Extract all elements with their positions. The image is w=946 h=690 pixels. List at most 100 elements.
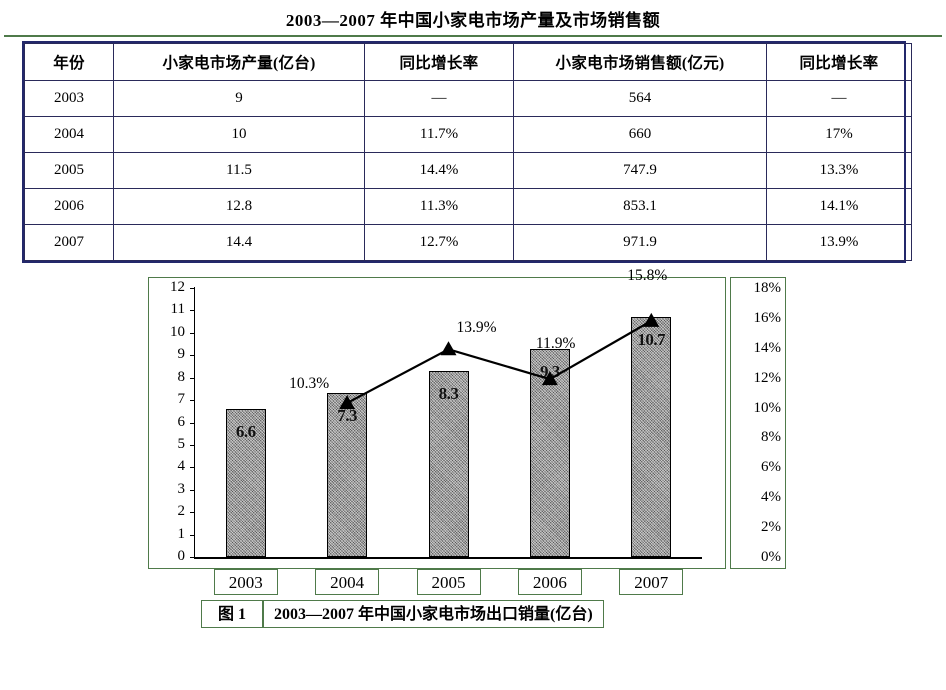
cell-growth1: 12.7% bbox=[364, 224, 514, 261]
chart-bar: 10.7 bbox=[631, 317, 672, 557]
y-axis-tick-label: 6 bbox=[177, 413, 186, 430]
y2-axis-tick-label: 2% bbox=[761, 519, 781, 536]
chart-bar: 6.6 bbox=[225, 409, 266, 557]
cell-growth1: — bbox=[364, 80, 514, 117]
cell-growth2: 13.3% bbox=[766, 152, 912, 189]
y-axis-tick bbox=[190, 400, 195, 402]
y-axis-tick-label: 2 bbox=[177, 503, 186, 520]
table-header-output: 小家电市场产量(亿台) bbox=[113, 43, 365, 81]
cell-sales: 564 bbox=[513, 80, 767, 117]
table-header-growth1: 同比增长率 bbox=[364, 43, 514, 81]
y2-axis-tick-label: 12% bbox=[753, 369, 782, 386]
data-table-container: 年份 小家电市场产量(亿台) 同比增长率 小家电市场销售额(亿元) 同比增长率 … bbox=[22, 41, 912, 263]
y-axis-tick bbox=[190, 332, 195, 334]
table-row: 2004 10 11.7% 660 17% bbox=[24, 116, 912, 153]
x-axis-label-2007: 2007 bbox=[619, 569, 684, 595]
chart-bar: 8.3 bbox=[428, 370, 469, 557]
cell-sales: 747.9 bbox=[513, 152, 767, 189]
cell-growth1: 11.3% bbox=[364, 188, 514, 225]
cell-output: 11.5 bbox=[113, 152, 365, 189]
y-axis-tick bbox=[190, 377, 195, 379]
y2-axis-tick-label: 4% bbox=[761, 489, 781, 506]
growth-rate-label: 15.8% bbox=[627, 266, 668, 284]
chart-bar: 7.3 bbox=[327, 393, 368, 557]
table-header-sales: 小家电市场销售额(亿元) bbox=[513, 43, 767, 81]
y-axis-tick-label: 5 bbox=[177, 435, 186, 452]
bar-value-label: 9.3 bbox=[540, 361, 560, 381]
cell-output: 12.8 bbox=[113, 188, 365, 225]
cell-year: 2006 bbox=[24, 188, 114, 225]
y2-axis-tick-label: 10% bbox=[753, 399, 782, 416]
growth-rate-label: 13.9% bbox=[456, 319, 497, 337]
bar-value-label: 8.3 bbox=[438, 383, 459, 403]
page-title: 2003—2007 年中国小家电市场产量及市场销售额 bbox=[285, 11, 661, 30]
y-axis-tick bbox=[190, 512, 195, 514]
cell-growth2: 13.9% bbox=[766, 224, 912, 261]
cell-sales: 853.1 bbox=[513, 188, 767, 225]
cell-sales: 971.9 bbox=[513, 224, 767, 261]
table-header-growth2: 同比增长率 bbox=[766, 43, 912, 81]
growth-rate-label: 11.9% bbox=[535, 335, 576, 353]
cell-output: 10 bbox=[113, 116, 365, 153]
y-axis-tick-label: 3 bbox=[177, 480, 186, 497]
cell-growth1: 14.4% bbox=[364, 152, 514, 189]
x-axis-line bbox=[194, 557, 702, 559]
cell-output: 9 bbox=[113, 80, 365, 117]
cell-sales: 660 bbox=[513, 116, 767, 153]
figure-number: 图 1 bbox=[201, 600, 263, 628]
x-axis-label-2005: 2005 bbox=[416, 569, 481, 595]
y-axis-tick-label: 0 bbox=[177, 548, 186, 564]
table-row: 2006 12.8 11.3% 853.1 14.1% bbox=[24, 188, 912, 225]
cell-growth2: — bbox=[766, 80, 912, 117]
bar-value-label: 10.7 bbox=[637, 330, 666, 350]
y2-axis-tick-label: 16% bbox=[753, 309, 782, 326]
y-axis-tick bbox=[190, 422, 195, 424]
cell-growth2: 17% bbox=[766, 116, 912, 153]
y-axis-tick-label: 1 bbox=[177, 525, 186, 542]
y-axis-tick bbox=[190, 355, 195, 357]
cell-output: 14.4 bbox=[113, 224, 365, 261]
table-header-row: 年份 小家电市场产量(亿台) 同比增长率 小家电市场销售额(亿元) 同比增长率 bbox=[24, 43, 912, 81]
bar-value-label: 7.3 bbox=[337, 406, 357, 426]
secondary-y-axis: 0% 2% 4% 6% 8% 10% 12% 14% 16% 18% bbox=[730, 277, 786, 569]
y-axis-tick-label: 10 bbox=[170, 323, 185, 340]
cell-year: 2007 bbox=[24, 224, 114, 261]
table-row: 2003 9 — 564 — bbox=[24, 80, 912, 117]
y2-axis-tick-label: 6% bbox=[761, 459, 781, 476]
y-axis-tick-label: 8 bbox=[177, 368, 186, 385]
x-axis-label-2004: 2004 bbox=[315, 569, 380, 595]
table-header-year: 年份 bbox=[24, 43, 114, 81]
y-axis-tick-label: 9 bbox=[177, 346, 186, 363]
y-axis-tick-label: 7 bbox=[177, 391, 186, 408]
cell-year: 2004 bbox=[24, 116, 114, 153]
y2-axis-tick-label: 18% bbox=[753, 280, 782, 296]
y2-axis-tick-label: 0% bbox=[761, 549, 781, 565]
cell-growth2: 14.1% bbox=[766, 188, 912, 225]
y2-axis-tick-label: 14% bbox=[753, 339, 782, 356]
x-axis-label-2006: 2006 bbox=[517, 569, 582, 595]
bar-value-label: 6.6 bbox=[235, 422, 256, 442]
y-axis-tick bbox=[190, 310, 195, 312]
y2-axis-tick-label: 8% bbox=[761, 429, 781, 446]
y-axis-tick bbox=[190, 489, 195, 491]
table-row: 2007 14.4 12.7% 971.9 13.9% bbox=[24, 224, 912, 261]
cell-year: 2005 bbox=[24, 152, 114, 189]
cell-year: 2003 bbox=[24, 80, 114, 117]
table-row: 2005 11.5 14.4% 747.9 13.3% bbox=[24, 152, 912, 189]
y-axis-tick bbox=[190, 467, 195, 469]
chart-plot-area: 0 1 2 3 4 5 6 7 8 9 10 11 12 6.6 7.3 8.3 9.3 10.7 10.3% 1… bbox=[148, 267, 726, 569]
x-axis-label-2003: 2003 bbox=[213, 569, 278, 595]
market-data-table: 年份 小家电市场产量(亿台) 同比增长率 小家电市场销售额(亿元) 同比增长率 … bbox=[24, 43, 912, 261]
growth-rate-label: 10.3% bbox=[289, 375, 330, 393]
chart-bar: 9.3 bbox=[529, 348, 570, 557]
figure-caption-text: 2003—2007 年中国小家电市场出口销量(亿台) bbox=[263, 600, 604, 628]
y-axis-tick bbox=[190, 444, 195, 446]
y-axis-tick bbox=[190, 557, 195, 558]
y-axis-tick-label: 12 bbox=[170, 279, 185, 295]
cell-growth1: 11.7% bbox=[364, 116, 514, 153]
y-axis-tick bbox=[190, 534, 195, 536]
y-axis-tick-label: 11 bbox=[170, 301, 185, 318]
y-axis-tick-label: 4 bbox=[177, 458, 186, 475]
title-divider bbox=[4, 35, 942, 37]
y-axis-tick bbox=[190, 288, 195, 289]
